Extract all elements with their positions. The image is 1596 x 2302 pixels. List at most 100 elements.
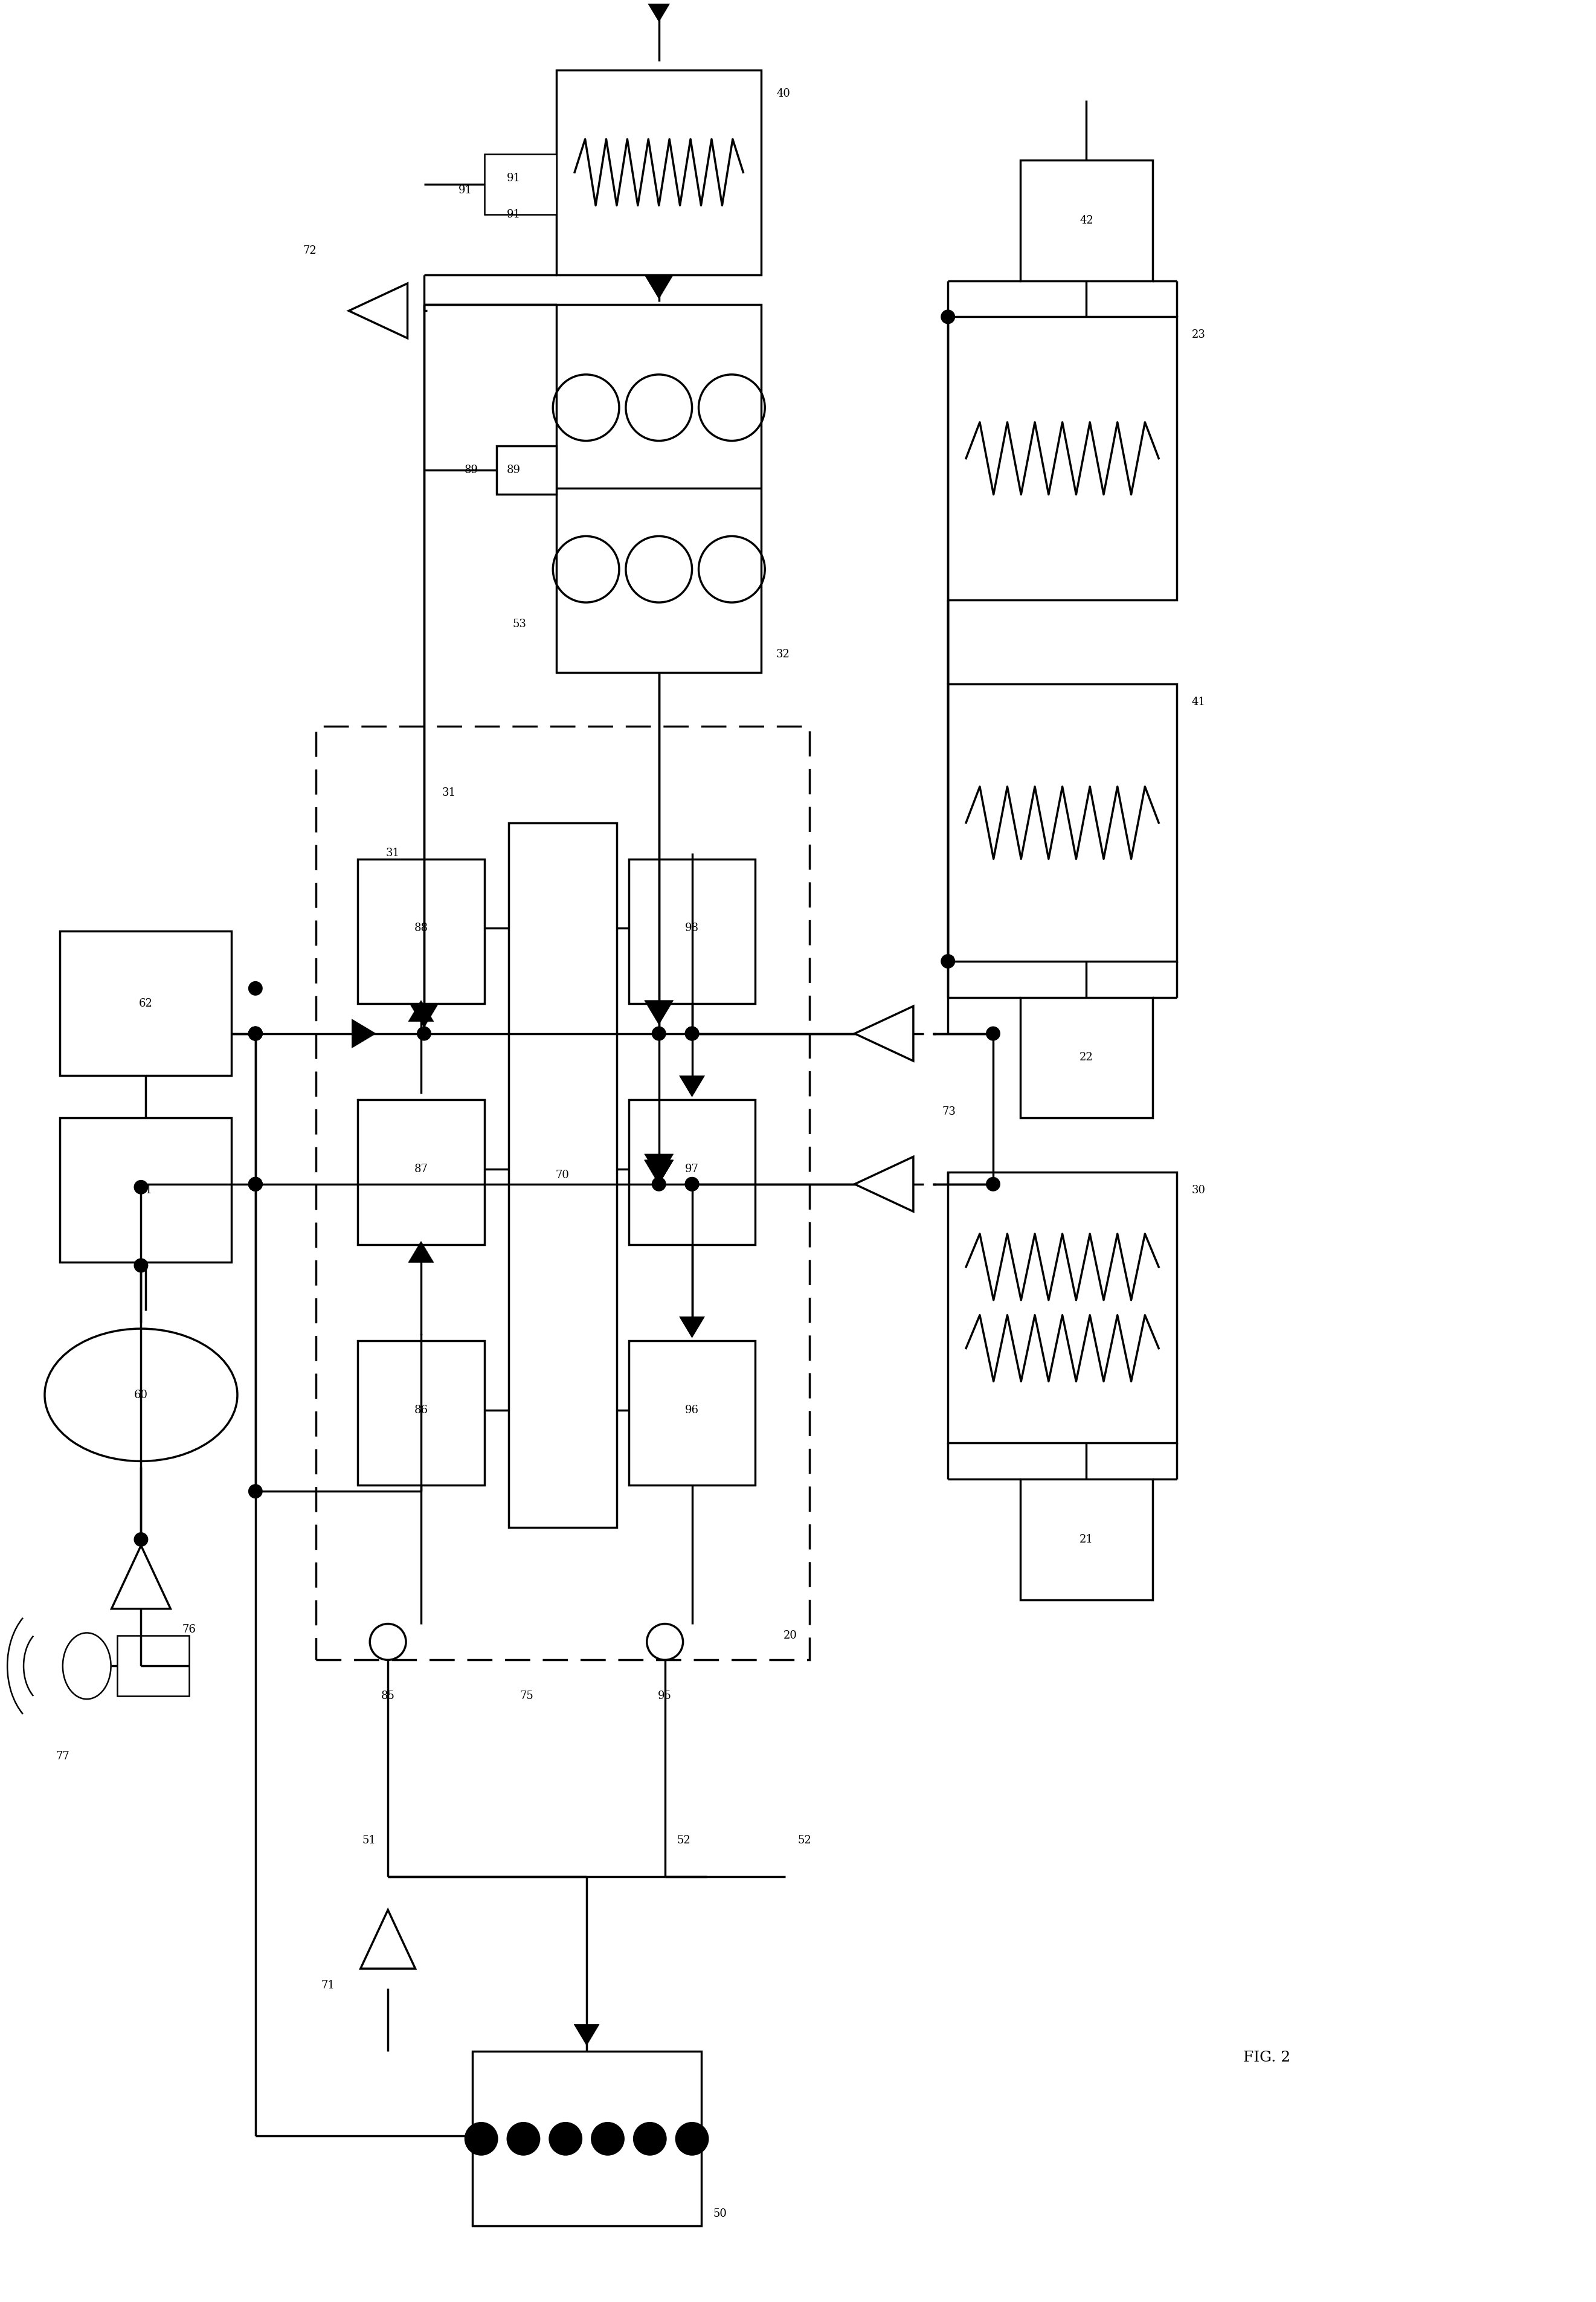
Text: 31: 31	[442, 787, 456, 799]
Polygon shape	[854, 1006, 913, 1061]
Polygon shape	[645, 1001, 674, 1024]
Text: 42: 42	[1079, 214, 1093, 226]
Text: 89: 89	[464, 465, 479, 477]
Circle shape	[249, 1027, 263, 1041]
Circle shape	[940, 308, 954, 325]
Text: 52: 52	[677, 1835, 691, 1846]
Text: 30: 30	[1192, 1186, 1205, 1195]
Bar	[948, 1172, 1176, 1443]
Text: 72: 72	[303, 244, 316, 256]
Text: 86: 86	[413, 1404, 428, 1416]
Text: 91: 91	[506, 209, 520, 221]
Text: 50: 50	[713, 2208, 726, 2219]
Circle shape	[646, 1623, 683, 1660]
Bar	[509, 822, 616, 1529]
Circle shape	[134, 1533, 148, 1547]
Circle shape	[549, 2122, 583, 2155]
Text: 97: 97	[685, 1163, 699, 1174]
Bar	[316, 727, 809, 1660]
Text: FIG. 2: FIG. 2	[1243, 2051, 1291, 2065]
Polygon shape	[575, 2023, 598, 2046]
Polygon shape	[645, 1153, 674, 1179]
Polygon shape	[645, 1160, 674, 1183]
Bar	[358, 1340, 484, 1485]
Text: 71: 71	[321, 1980, 335, 1991]
Circle shape	[685, 1176, 699, 1192]
Polygon shape	[645, 1160, 674, 1183]
Circle shape	[249, 1027, 263, 1041]
Bar	[496, 447, 557, 495]
Text: 31: 31	[386, 847, 401, 859]
Polygon shape	[680, 1075, 705, 1096]
Circle shape	[651, 1176, 666, 1192]
Ellipse shape	[45, 1328, 238, 1462]
Circle shape	[249, 1176, 263, 1192]
Polygon shape	[410, 1004, 439, 1027]
Bar	[472, 2051, 701, 2226]
Bar	[557, 69, 761, 274]
Text: 95: 95	[658, 1690, 672, 1701]
Text: 22: 22	[1079, 1052, 1093, 1064]
Polygon shape	[409, 1001, 434, 1022]
Text: 32: 32	[776, 649, 790, 661]
Circle shape	[134, 1181, 148, 1195]
Bar	[948, 318, 1176, 601]
Text: 74: 74	[942, 955, 956, 967]
Polygon shape	[680, 1317, 705, 1337]
Ellipse shape	[62, 1632, 110, 1699]
Polygon shape	[350, 283, 407, 338]
Circle shape	[134, 1259, 148, 1273]
Bar	[1020, 161, 1152, 281]
Bar	[629, 1100, 755, 1245]
Polygon shape	[361, 1911, 415, 1968]
Circle shape	[417, 1027, 431, 1041]
Bar	[629, 1340, 755, 1485]
Text: 76: 76	[182, 1625, 196, 1634]
Text: 89: 89	[506, 465, 520, 477]
Polygon shape	[854, 1156, 913, 1211]
Text: 41: 41	[1192, 698, 1205, 707]
Text: 87: 87	[413, 1163, 428, 1174]
Text: 23: 23	[1192, 329, 1205, 341]
Circle shape	[249, 1485, 263, 1499]
Text: 88: 88	[413, 923, 428, 935]
Text: 70: 70	[555, 1169, 570, 1181]
Bar	[484, 154, 557, 214]
Circle shape	[634, 2122, 667, 2155]
Text: 60: 60	[134, 1390, 148, 1400]
Circle shape	[685, 1027, 699, 1041]
Text: 96: 96	[685, 1404, 699, 1416]
Text: 91: 91	[458, 184, 472, 196]
Bar	[948, 684, 1176, 962]
Text: 20: 20	[784, 1630, 798, 1641]
Bar	[59, 1119, 231, 1261]
Circle shape	[249, 1027, 263, 1041]
Circle shape	[651, 1027, 666, 1041]
Bar	[1020, 1480, 1152, 1600]
Text: 52: 52	[798, 1835, 811, 1846]
Polygon shape	[351, 1020, 377, 1047]
Circle shape	[685, 1027, 699, 1041]
Polygon shape	[112, 1545, 171, 1609]
Text: 51: 51	[362, 1835, 377, 1846]
Circle shape	[249, 1176, 263, 1192]
Text: 77: 77	[56, 1752, 70, 1761]
Bar	[1020, 997, 1152, 1119]
Bar	[557, 304, 761, 672]
Text: 75: 75	[520, 1690, 533, 1701]
Text: 53: 53	[512, 619, 527, 628]
Polygon shape	[409, 1241, 434, 1261]
Bar	[629, 859, 755, 1004]
Circle shape	[464, 2122, 498, 2155]
Text: 91: 91	[506, 173, 520, 184]
Text: 21: 21	[1079, 1533, 1093, 1545]
Circle shape	[506, 2122, 541, 2155]
Circle shape	[249, 1027, 263, 1041]
Polygon shape	[645, 274, 674, 299]
Text: 40: 40	[776, 87, 790, 99]
Bar	[59, 932, 231, 1075]
Text: 61: 61	[139, 1186, 153, 1195]
Circle shape	[249, 1176, 263, 1192]
Circle shape	[591, 2122, 624, 2155]
Circle shape	[986, 1027, 1001, 1041]
